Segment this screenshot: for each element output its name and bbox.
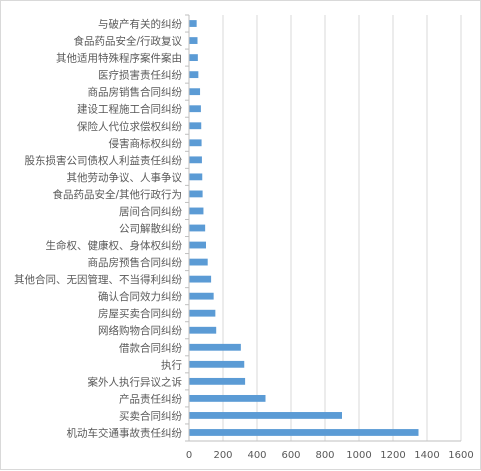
x-tick-label: 600 xyxy=(281,450,300,461)
bar xyxy=(189,37,198,44)
bar xyxy=(189,54,198,62)
category-label: 与破产有关的纠纷 xyxy=(98,18,182,31)
axes xyxy=(185,14,461,442)
bar xyxy=(189,394,266,402)
x-tick-label: 1200 xyxy=(380,450,405,461)
category-label: 网络购物合同纠纷 xyxy=(98,324,182,337)
bar xyxy=(189,139,202,147)
bar xyxy=(189,241,206,249)
bar xyxy=(189,71,199,79)
category-label: 生命权、健康权、身体权纠纷 xyxy=(46,239,183,252)
x-tick-label: 200 xyxy=(213,450,232,461)
bar xyxy=(189,412,342,419)
category-label: 执行 xyxy=(161,358,182,371)
category-label: 建设工程施工合同纠纷 xyxy=(77,103,182,116)
category-label: 买卖合同纠纷 xyxy=(119,409,182,422)
bar xyxy=(189,173,203,181)
x-tick-label: 400 xyxy=(247,450,266,461)
bar xyxy=(189,258,208,266)
category-label: 食品药品安全/行政复议 xyxy=(73,35,182,48)
x-tick-label: 0 xyxy=(186,450,192,461)
bars xyxy=(189,20,419,436)
x-tick-label: 800 xyxy=(315,450,334,461)
bar xyxy=(189,326,217,334)
category-label: 公司解散纠纷 xyxy=(119,222,182,235)
category-label: 借款合同纠纷 xyxy=(119,341,182,354)
bar xyxy=(189,377,246,385)
category-label: 其他劳动争议、人事争议 xyxy=(67,171,183,184)
category-label: 股东损害公司债权人利益责任纠纷 xyxy=(25,154,183,167)
bar xyxy=(189,105,201,113)
bar xyxy=(189,207,204,215)
bar xyxy=(189,156,202,164)
category-label: 其他适用特殊程序案件案由 xyxy=(56,52,182,65)
category-label: 其他合同、无因管理、不当得利纠纷 xyxy=(14,273,182,286)
bar xyxy=(189,275,212,283)
category-label: 商品房销售合同纠纷 xyxy=(88,86,183,99)
category-label: 机动车交通事故责任纠纷 xyxy=(67,426,183,439)
bar xyxy=(189,20,197,27)
category-label: 医疗损害责任纠纷 xyxy=(98,69,182,82)
bar xyxy=(189,224,206,232)
bar xyxy=(189,360,245,368)
bar xyxy=(189,343,241,351)
x-tick-label: 1600 xyxy=(448,450,473,461)
x-tick-labels: 0 200 400 600 800 1000 1200 1400 1600 xyxy=(186,450,474,461)
bar xyxy=(189,429,419,436)
bar xyxy=(189,190,203,198)
category-label: 商品房预售合同纠纷 xyxy=(88,256,183,269)
category-label: 房屋买卖合同纠纷 xyxy=(98,307,182,320)
bar xyxy=(189,122,202,130)
category-label: 案外人执行异议之诉 xyxy=(88,375,183,388)
category-label: 产品责任纠纷 xyxy=(119,392,182,405)
category-label: 侵害商标权纠纷 xyxy=(109,137,183,150)
x-tick-label: 1400 xyxy=(414,450,439,461)
bar xyxy=(189,292,214,300)
category-label: 食品药品安全/其他行政行为 xyxy=(52,188,182,201)
bar xyxy=(189,309,216,317)
bar xyxy=(189,88,201,96)
category-label: 确认合同效力纠纷 xyxy=(98,290,182,303)
gridlines xyxy=(222,15,462,441)
x-tick-label: 1000 xyxy=(346,450,371,461)
category-label: 保险人代位求偿权纠纷 xyxy=(77,120,182,133)
category-label: 居间合同纠纷 xyxy=(119,205,182,218)
